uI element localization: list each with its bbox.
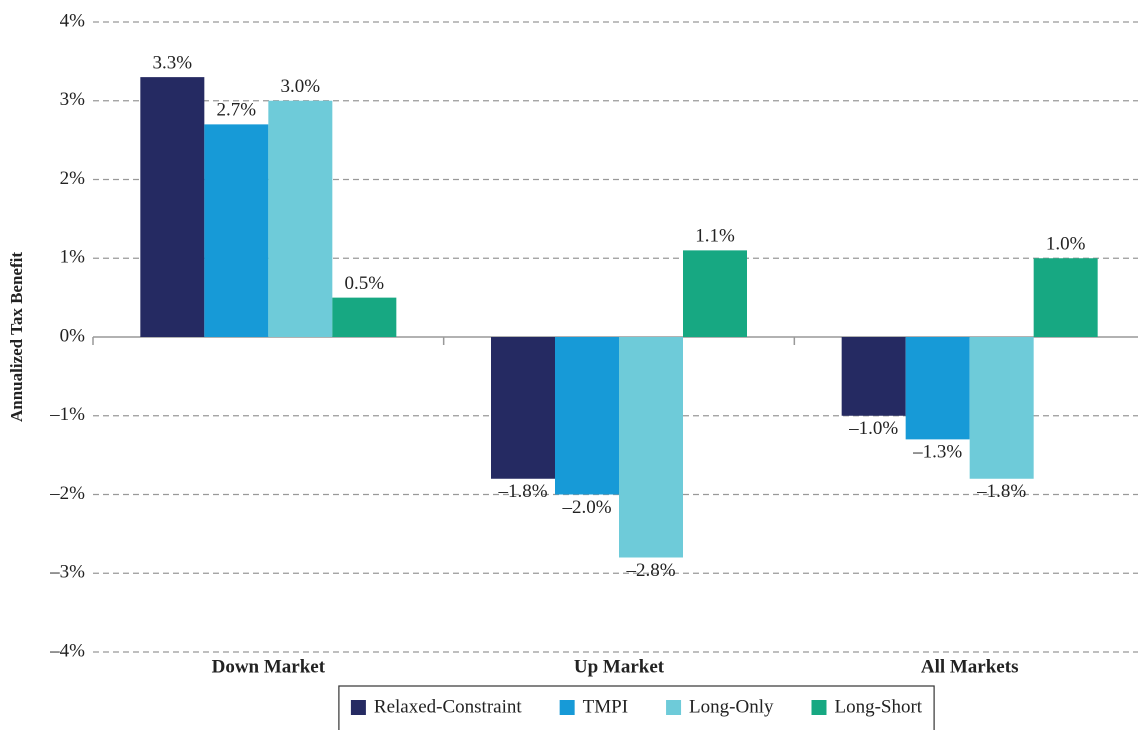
- y-tick-label: –2%: [49, 483, 85, 504]
- legend-label: TMPI: [583, 696, 628, 717]
- bar: [905, 337, 970, 440]
- y-tick-label: –4%: [49, 640, 85, 661]
- data-label: –2.0%: [561, 497, 611, 518]
- legend-swatch: [666, 700, 682, 715]
- bar: [140, 77, 205, 337]
- data-label: –1.8%: [976, 481, 1026, 502]
- data-label: 3.0%: [281, 76, 321, 97]
- bar: [841, 337, 906, 416]
- data-label: 2.7%: [217, 100, 257, 121]
- legend-label: Long-Only: [689, 696, 774, 717]
- x-tick-label: Up Market: [574, 656, 665, 677]
- x-tick-label: Down Market: [212, 656, 326, 677]
- bar: [683, 250, 747, 337]
- y-axis-label: Annualized Tax Benefit: [7, 252, 26, 422]
- legend-label: Relaxed-Constraint: [374, 696, 522, 717]
- y-tick-label: 4%: [60, 10, 86, 31]
- data-label: –1.0%: [848, 418, 898, 439]
- legend-box: [338, 685, 935, 730]
- legend: Relaxed-Constraint TMPI Long-Only Long-Shor…: [338, 685, 935, 730]
- y-tick-label: 1%: [60, 247, 86, 268]
- bar: [491, 337, 555, 479]
- bar: [969, 337, 1034, 479]
- y-tick-label: –1%: [49, 404, 85, 425]
- legend-label: Long-Short: [834, 696, 922, 717]
- data-label: 0.5%: [345, 273, 385, 294]
- bar: [268, 100, 333, 337]
- data-label: –2.8%: [625, 560, 675, 581]
- legend-swatch: [559, 700, 575, 715]
- bar: [332, 297, 397, 337]
- data-label: –1.8%: [497, 481, 547, 502]
- bar: [204, 124, 269, 337]
- y-tick-label: –3%: [49, 562, 85, 583]
- bar: [1033, 258, 1098, 337]
- bar: [619, 337, 683, 558]
- bar: [555, 337, 619, 495]
- data-label: 3.3%: [153, 52, 193, 73]
- x-tick-label: All Markets: [921, 656, 1019, 677]
- data-label: 1.0%: [1046, 234, 1086, 255]
- y-tick-label: 0%: [60, 325, 86, 346]
- legend-swatch: [350, 700, 366, 715]
- y-tick-label: 3%: [60, 89, 86, 110]
- data-label: 1.1%: [695, 226, 735, 247]
- legend-swatch: [811, 700, 827, 715]
- data-label: –1.3%: [912, 442, 962, 463]
- y-tick-label: 2%: [60, 168, 86, 189]
